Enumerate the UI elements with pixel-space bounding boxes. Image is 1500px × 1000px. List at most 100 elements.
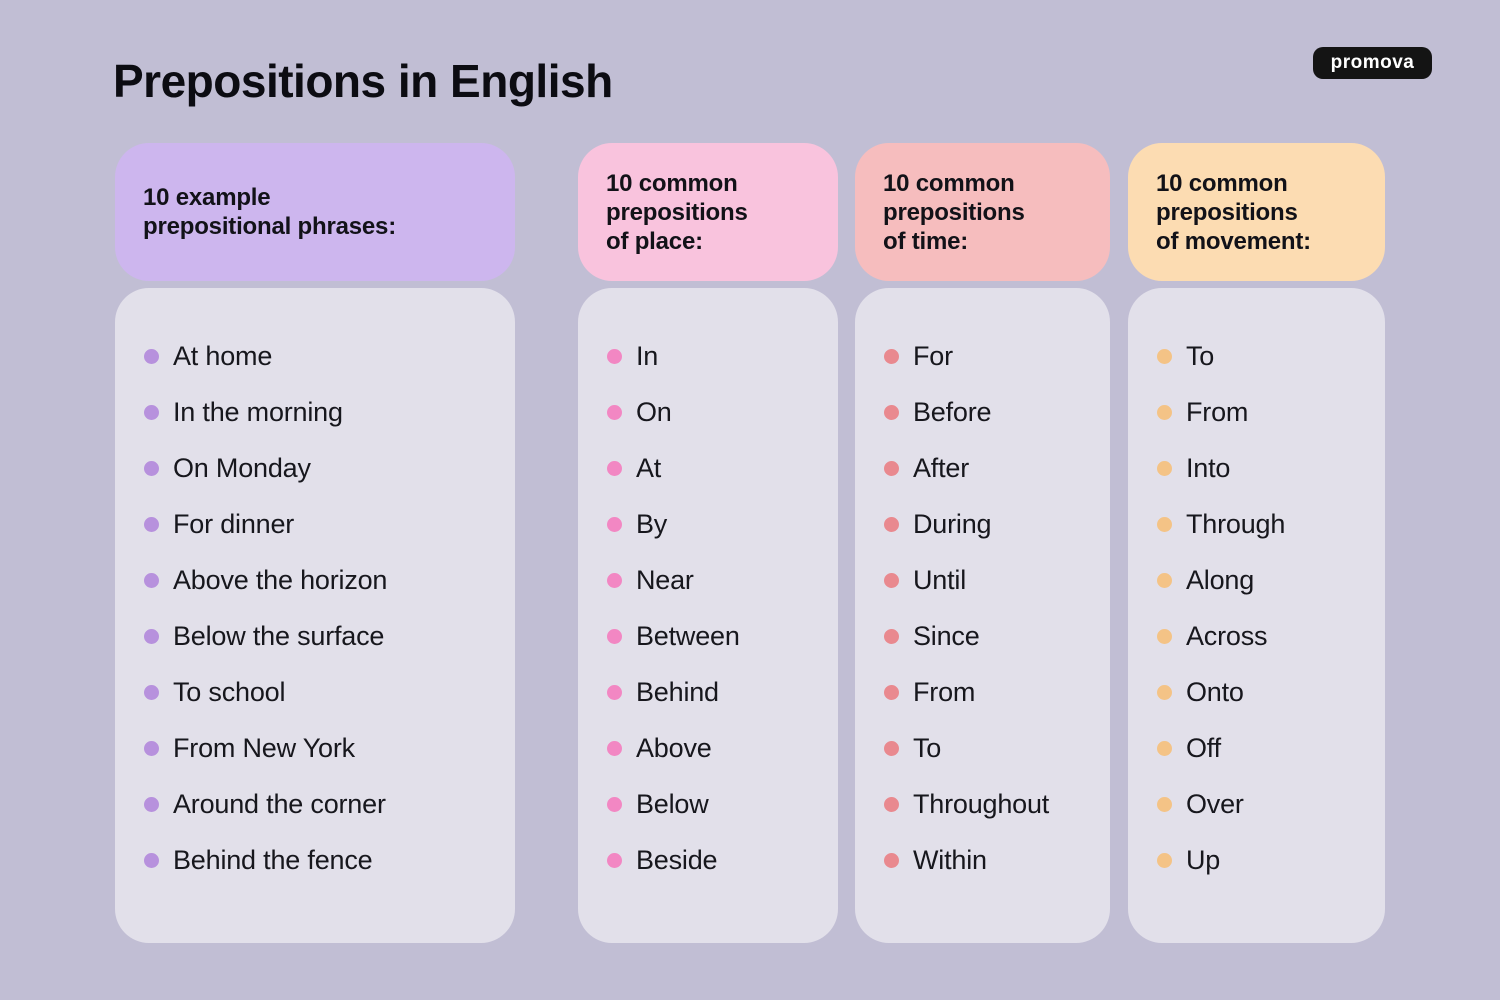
list-item-label: Above — [636, 732, 712, 763]
movement-list: To From Into Through Along Across Onto O… — [1128, 328, 1385, 888]
list-item-label: Above the horizon — [173, 564, 388, 595]
bullet-icon — [144, 516, 159, 532]
list-item: Up — [1128, 832, 1385, 888]
bullet-icon — [607, 852, 622, 868]
list-item-label: Between — [636, 620, 740, 651]
list-item-label: Up — [1186, 844, 1221, 875]
bullet-icon — [1157, 516, 1172, 532]
column-prepositions-of-time: 10 common prepositions of time: For Befo… — [855, 143, 1110, 943]
list-item: Throughout — [855, 776, 1110, 832]
bullet-icon — [884, 740, 899, 756]
list-item: At home — [115, 328, 515, 384]
bullet-icon — [607, 740, 622, 756]
bullet-icon — [144, 852, 159, 868]
list-item-label: Beside — [636, 844, 718, 875]
bullet-icon — [884, 348, 899, 364]
list-item: From — [855, 664, 1110, 720]
list-item: From New York — [115, 720, 515, 776]
list-item: Over — [1128, 776, 1385, 832]
promova-logo: promova — [1313, 47, 1432, 79]
bullet-icon — [607, 516, 622, 532]
bullet-icon — [1157, 404, 1172, 420]
column-panel-place: In On At By Near Between Behind Above Be… — [578, 288, 838, 943]
list-item: Beside — [578, 832, 838, 888]
bullet-icon — [884, 516, 899, 532]
list-item: Below the surface — [115, 608, 515, 664]
list-item-label: Before — [913, 396, 992, 427]
list-item: Above the horizon — [115, 552, 515, 608]
list-item: Between — [578, 608, 838, 664]
column-header-time-label: 10 common prepositions of time: — [883, 169, 1025, 255]
bullet-icon — [1157, 628, 1172, 644]
bullet-icon — [884, 796, 899, 812]
time-list: For Before After During Until Since From… — [855, 328, 1110, 888]
list-item: Into — [1128, 440, 1385, 496]
page-title: Prepositions in English — [113, 55, 613, 107]
bullet-icon — [884, 460, 899, 476]
bullet-icon — [1157, 740, 1172, 756]
column-panel-phrases: At home In the morning On Monday For din… — [115, 288, 515, 943]
column-panel-movement: To From Into Through Along Across Onto O… — [1128, 288, 1385, 943]
list-item: Near — [578, 552, 838, 608]
list-item-label: By — [636, 508, 668, 539]
list-item-label: From — [1186, 396, 1249, 427]
column-header-place-label: 10 common prepositions of place: — [606, 169, 748, 255]
promova-logo-text: promova — [1330, 52, 1415, 73]
list-item-label: Onto — [1186, 676, 1244, 707]
list-item: Above — [578, 720, 838, 776]
place-list: In On At By Near Between Behind Above Be… — [578, 328, 838, 888]
list-item-label: Near — [636, 564, 694, 595]
list-item-label: For — [913, 340, 953, 371]
list-item-label: Through — [1186, 508, 1286, 539]
list-item-label: To school — [173, 676, 286, 707]
column-prepositions-of-movement: 10 common prepositions of movement: To F… — [1128, 143, 1385, 943]
bullet-icon — [1157, 460, 1172, 476]
bullet-icon — [144, 460, 159, 476]
list-item: Behind the fence — [115, 832, 515, 888]
list-item: Along — [1128, 552, 1385, 608]
column-panel-time: For Before After During Until Since From… — [855, 288, 1110, 943]
column-header-phrases-label: 10 example prepositional phrases: — [143, 184, 396, 240]
list-item-label: Around the corner — [173, 788, 386, 819]
bullet-icon — [144, 628, 159, 644]
column-prepositions-of-place: 10 common prepositions of place: In On A… — [578, 143, 838, 943]
bullet-icon — [607, 348, 622, 364]
list-item: On Monday — [115, 440, 515, 496]
column-header-time: 10 common prepositions of time: — [855, 143, 1110, 281]
list-item: For dinner — [115, 496, 515, 552]
bullet-icon — [884, 852, 899, 868]
list-item-label: Since — [913, 620, 980, 651]
phrases-list: At home In the morning On Monday For din… — [115, 328, 515, 888]
column-header-movement-label: 10 common prepositions of movement: — [1156, 169, 1311, 255]
column-header-place: 10 common prepositions of place: — [578, 143, 838, 281]
bullet-icon — [884, 404, 899, 420]
list-item-label: Below the surface — [173, 620, 385, 651]
bullet-icon — [144, 684, 159, 700]
list-item-label: Throughout — [913, 788, 1050, 819]
list-item-label: Below — [636, 788, 709, 819]
list-item: In the morning — [115, 384, 515, 440]
list-item-label: Over — [1186, 788, 1244, 819]
bullet-icon — [144, 348, 159, 364]
list-item: To — [855, 720, 1110, 776]
list-item: In — [578, 328, 838, 384]
list-item: At — [578, 440, 838, 496]
bullet-icon — [607, 684, 622, 700]
list-item-label: On Monday — [173, 452, 311, 483]
bullet-icon — [144, 572, 159, 588]
bullet-icon — [144, 404, 159, 420]
bullet-icon — [1157, 684, 1172, 700]
list-item: Around the corner — [115, 776, 515, 832]
list-item: Across — [1128, 608, 1385, 664]
list-item: By — [578, 496, 838, 552]
list-item-label: After — [913, 452, 970, 483]
list-item: During — [855, 496, 1110, 552]
list-item-label: Behind the fence — [173, 844, 373, 875]
list-item: Behind — [578, 664, 838, 720]
bullet-icon — [884, 684, 899, 700]
bullet-icon — [1157, 572, 1172, 588]
list-item-label: Off — [1186, 732, 1221, 763]
list-item-label: On — [636, 396, 672, 427]
bullet-icon — [884, 628, 899, 644]
list-item-label: Until — [913, 564, 967, 595]
